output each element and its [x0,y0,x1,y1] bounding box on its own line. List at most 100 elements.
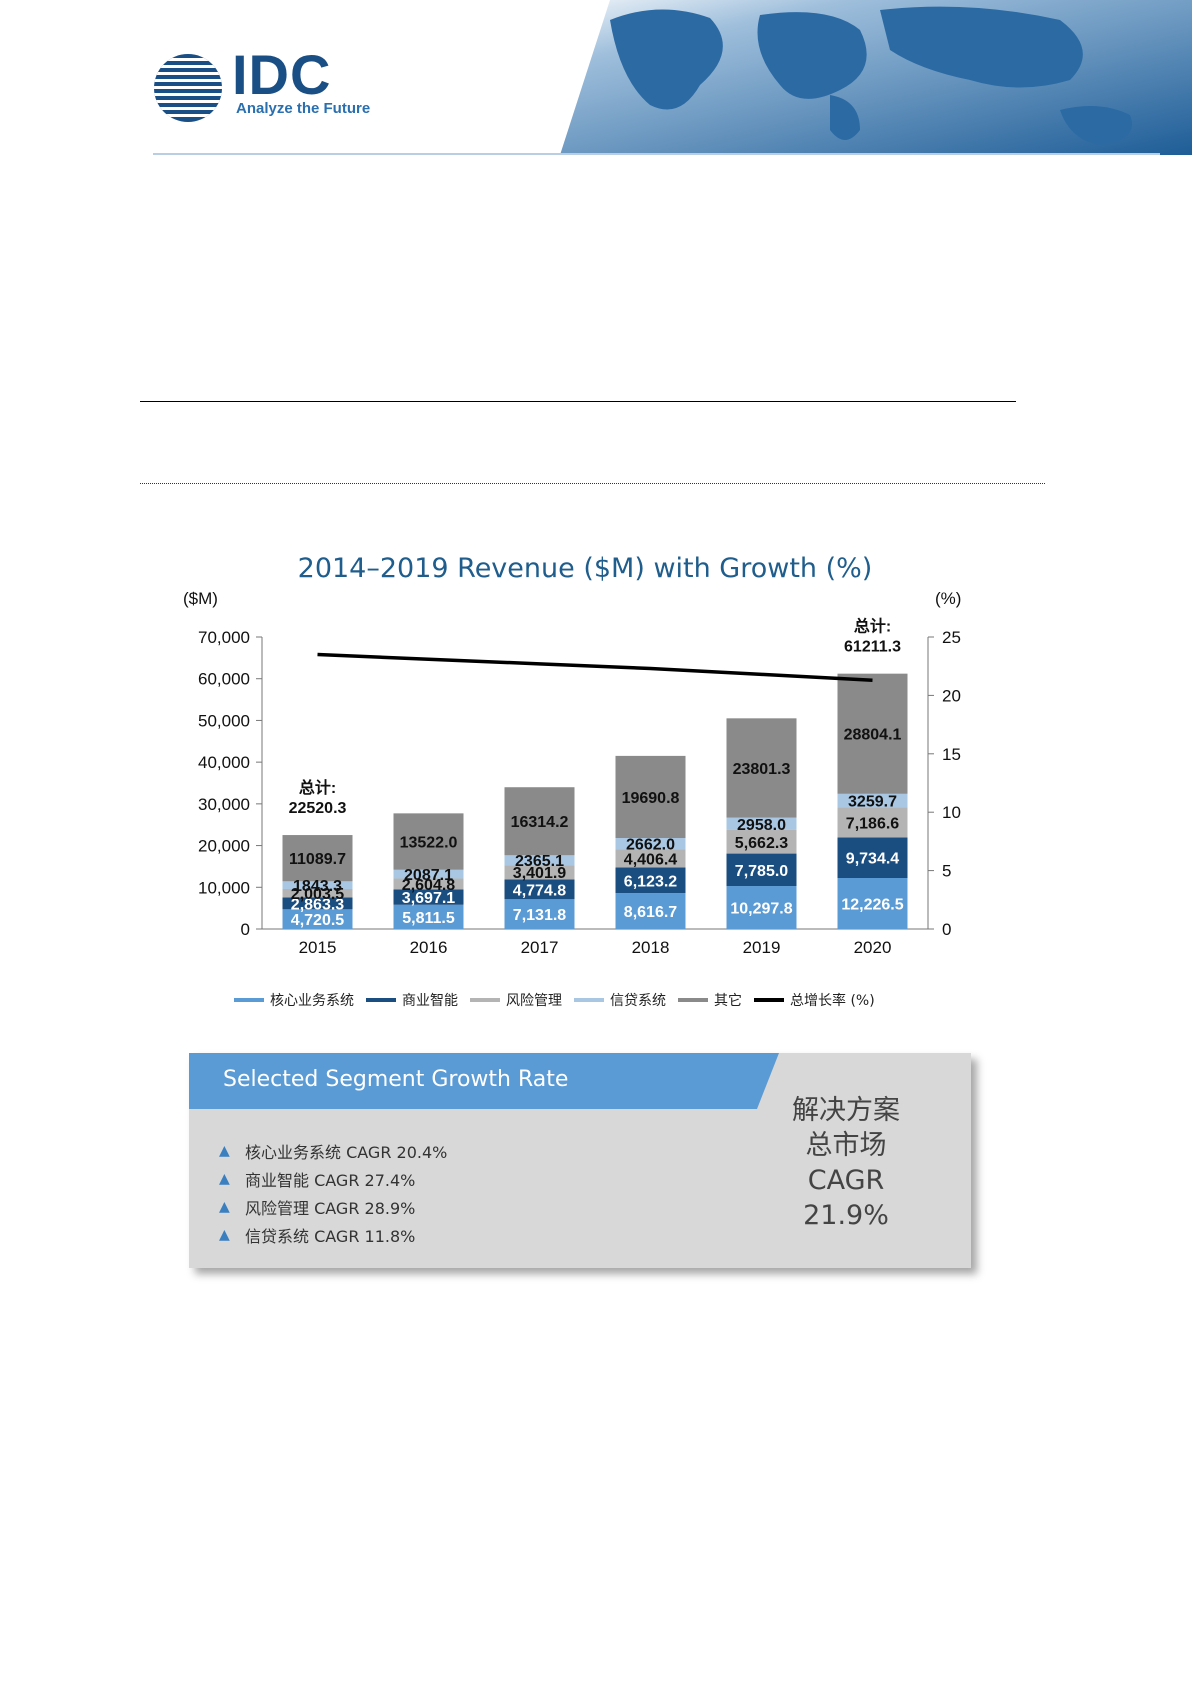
y-tick-label: 40,000 [198,753,250,772]
idc-logo-text: IDC [232,43,332,106]
total-market-cagr: 解决方案 总市场 CAGR 21.9% [779,1093,913,1233]
bar-data-label: 4,406.4 [624,851,677,868]
bar-data-label: 28804.1 [844,727,902,744]
legend-item: 其它 [678,990,742,1010]
bar-data-label: 2662.0 [626,837,675,854]
x-tick-label: 2018 [632,938,670,957]
segment-title: Selected Segment Growth Rate [223,1067,569,1092]
bar-segment [393,878,464,890]
segment-banner [189,1053,779,1109]
bar-data-label: 8,616.7 [624,904,677,921]
bar-data-label: 3,697.1 [402,890,455,907]
legend-swatch [754,998,784,1002]
bar-segment [504,855,575,866]
x-tick-label: 2015 [299,938,337,957]
bar-data-label: 2,003.5 [291,886,344,903]
legend-label: 风险管理 [506,993,562,1009]
total-value: 22520.3 [289,800,347,817]
bar-data-label: 7,131.8 [513,907,566,924]
y-tick-label: 20,000 [198,837,250,856]
legend-label: 信贷系统 [610,993,666,1009]
legend-swatch [234,998,264,1002]
bar-data-label: 5,662.3 [735,835,788,852]
total-label: 总计: [299,778,336,797]
bar-data-label: 3259.7 [848,794,897,811]
bar-segment [726,817,797,830]
bar-segment [615,867,686,894]
bar-data-label: 10,297.8 [730,901,792,918]
idc-globe-icon [154,54,222,122]
legend-label: 其它 [714,993,742,1009]
legend-item: 商业智能 [366,990,458,1010]
total-line: 总市场 [805,1130,887,1161]
bar-segment [393,904,464,929]
growth-line [317,652,873,682]
bar-segment [393,869,464,879]
total-line: 21.9% [803,1200,889,1231]
bar-segment [282,889,353,898]
bar-data-label: 19690.8 [622,790,680,807]
bar-segment [726,853,797,887]
bar-segment [282,909,353,929]
right-axis-unit: (%) [935,589,961,608]
legend-swatch [366,998,396,1002]
segment-item: ▲ 核心业务系统 CAGR 20.4% [219,1137,447,1165]
header-rule [153,153,1160,155]
horizontal-rule [140,401,1016,402]
y-right-tick-label: 25 [942,628,961,647]
legend-swatch [574,998,604,1002]
y-right-tick-label: 10 [942,803,961,822]
y-right-tick-label: 5 [942,862,951,881]
bar-data-label: 11089.7 [289,851,346,868]
triangle-up-icon: ▲ [219,1171,230,1187]
legend-label: 核心业务系统 [270,993,354,1009]
segment-item: ▲ 风险管理 CAGR 28.9% [219,1193,447,1221]
total-label: 总计: [854,617,891,636]
y-tick-label: 50,000 [198,711,250,730]
total-line: 解决方案 [792,1095,900,1126]
bar-data-label: 2958.0 [737,817,786,834]
bars [282,673,908,929]
bar-segment [615,893,686,929]
y-tick-label: 60,000 [198,670,250,689]
x-tick-label: 2017 [521,938,559,957]
bar-segment [615,755,686,839]
revenue-chart: 2014–2019 Revenue ($M) with Growth (%) (… [183,553,961,957]
bar-data-label: 12,226.5 [841,896,903,913]
y-tick-label: 30,000 [198,795,250,814]
bar-data-label: 2,604.8 [402,877,455,894]
legend-item: 总增长率 (%) [754,990,875,1010]
bar-segment [615,849,686,868]
bar-segment [726,829,797,854]
bar-data-label: 9,734.4 [846,851,899,868]
triangle-up-icon: ▲ [219,1199,230,1215]
bar-segment [837,837,908,878]
x-tick-label: 2016 [410,938,448,957]
total-value: 61211.3 [844,639,901,656]
segment-item-text: 风险管理 CAGR 28.9% [245,1199,416,1218]
bar-segment [282,897,353,910]
segment-item-text: 信贷系统 CAGR 11.8% [245,1227,416,1246]
logo-tagline: Analyze the Future [236,100,371,117]
bar-segment [837,877,908,929]
y-tick-label: 10,000 [198,878,250,897]
page-header: IDC Analyze the Future [0,0,1192,160]
bar-data-label: 13522.0 [400,835,458,852]
bar-segment [837,807,908,838]
world-map-banner [500,0,1192,155]
bar-segment [504,899,575,929]
bar-segment [726,886,797,929]
x-tick-label: 2020 [854,938,892,957]
bar-data-label: 4,774.8 [513,882,566,899]
legend-item: 风险管理 [470,990,562,1010]
bar-data-label: 2,863.3 [291,896,344,913]
segment-item-text: 商业智能 CAGR 27.4% [245,1171,416,1190]
chart-legend: 核心业务系统 商业智能 风险管理 信贷系统 其它 总增长率 (%) [234,988,954,1012]
bar-segment [282,835,353,882]
y-right-tick-label: 0 [942,920,951,939]
bar-data-label: 7,785.0 [735,863,788,880]
bar-data-label: 4,720.5 [291,912,344,929]
bar-data-label: 7,186.6 [846,815,899,832]
legend-swatch [470,998,500,1002]
